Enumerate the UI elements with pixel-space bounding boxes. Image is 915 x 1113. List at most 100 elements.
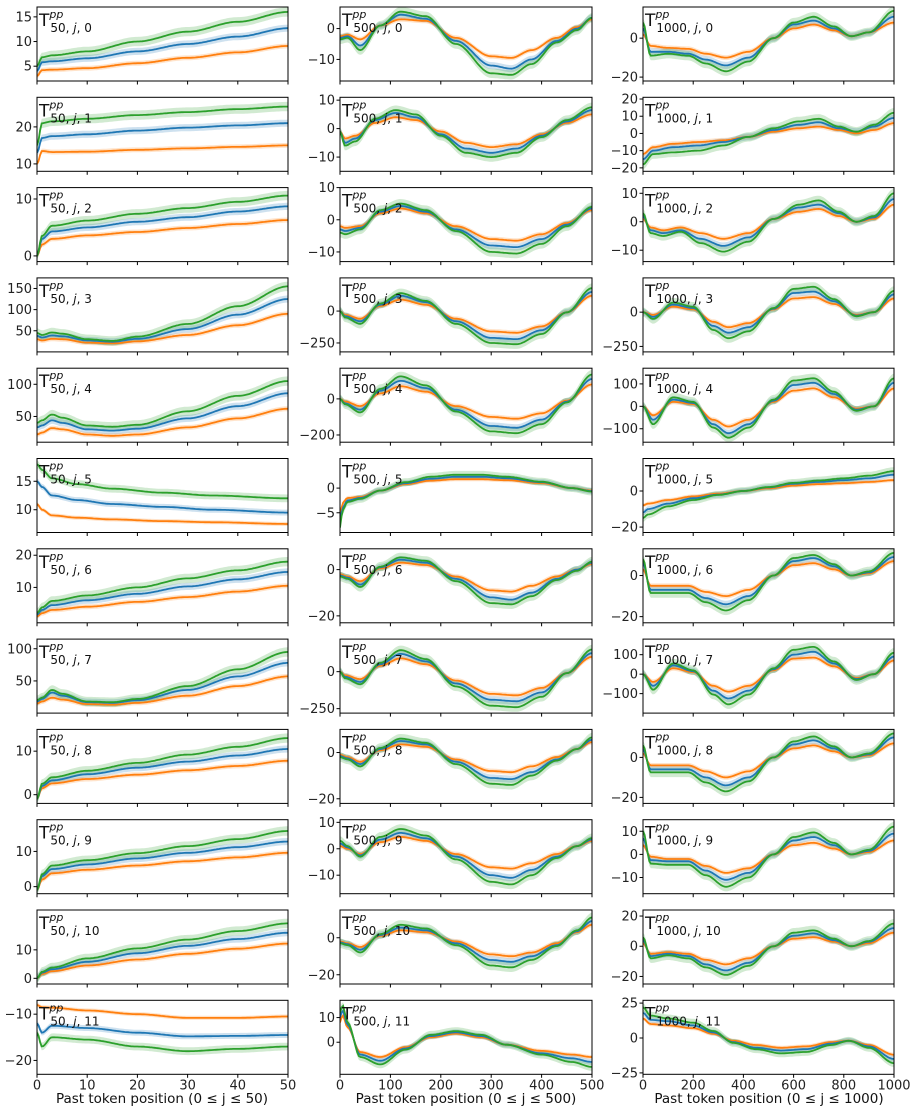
y-tick-label: 10 bbox=[15, 35, 32, 50]
panel-4-0: 50 100 Tpp 50, j, 4 bbox=[7, 367, 289, 446]
plot-area bbox=[340, 1002, 592, 1071]
series-band bbox=[37, 929, 288, 982]
series-line bbox=[643, 10, 894, 73]
series-band bbox=[340, 552, 592, 609]
plot-area bbox=[643, 467, 894, 522]
panel-7-1: −250 0 Tpp 500, j, 7 bbox=[299, 638, 593, 717]
panel-8-0: 0 10 Tpp 50, j, 8 bbox=[15, 728, 289, 807]
axes-frame bbox=[642, 999, 895, 1075]
y-tick-label: 0 bbox=[630, 400, 638, 415]
plot-area bbox=[340, 7, 592, 80]
y-tick-label: −10 bbox=[611, 871, 638, 886]
y-tick-label: 15 bbox=[15, 10, 32, 25]
panel-title: Tpp 500, j, 10 bbox=[341, 911, 410, 938]
plot-area bbox=[340, 199, 592, 259]
axes-frame bbox=[36, 96, 289, 172]
series-line bbox=[340, 383, 592, 420]
series-line bbox=[340, 10, 592, 76]
panel-0-2: −20 0 Tpp 1000, j, 0 bbox=[611, 6, 895, 86]
plot-area bbox=[643, 822, 894, 892]
series-band bbox=[340, 829, 592, 882]
axes-frame bbox=[642, 96, 895, 172]
y-tick-label: 0 bbox=[327, 931, 335, 946]
plot-area bbox=[340, 644, 592, 712]
y-tick-label: −25 bbox=[611, 1066, 638, 1081]
panel-title: Tpp 1000, j, 1 bbox=[644, 98, 713, 125]
series-line bbox=[340, 473, 592, 528]
y-tick-label: −250 bbox=[299, 702, 335, 717]
series-band bbox=[340, 834, 592, 871]
x-tick-label: 200 bbox=[681, 1078, 706, 1093]
series-line bbox=[37, 1022, 288, 1038]
panel-title: Tpp 50, j, 3 bbox=[38, 279, 92, 306]
axes-frame bbox=[339, 728, 593, 804]
series-line bbox=[37, 759, 288, 800]
axes-frame bbox=[642, 458, 895, 533]
panel-title: Tpp 50, j, 7 bbox=[38, 640, 92, 667]
y-tick-label: −20 bbox=[611, 71, 638, 86]
panel-title: Tpp 500, j, 1 bbox=[341, 98, 403, 125]
series-band bbox=[37, 659, 288, 707]
series-line bbox=[643, 1006, 894, 1064]
series-line bbox=[340, 294, 592, 334]
x-tick-label: 500 bbox=[580, 1078, 605, 1093]
axes-frame bbox=[339, 548, 593, 624]
y-tick-label: 0 bbox=[327, 213, 335, 228]
y-tick-label: 0 bbox=[327, 22, 335, 37]
series-line bbox=[37, 503, 288, 525]
y-tick-label: −10 bbox=[308, 53, 335, 68]
y-tick-label: −20 bbox=[308, 968, 335, 983]
series-line bbox=[37, 205, 288, 257]
panel-5-1: −5 0 Tpp 500, j, 5 bbox=[316, 458, 593, 536]
series-line bbox=[643, 192, 894, 253]
series-line bbox=[37, 560, 288, 614]
panel-5-0: 10 15 Tpp 50, j, 5 bbox=[15, 458, 289, 536]
panel-title: Tpp 50, j, 9 bbox=[38, 821, 92, 848]
series-band bbox=[37, 281, 288, 346]
panel-6-0: 10 20 Tpp 50, j, 6 bbox=[15, 548, 289, 627]
panel-1-1: −10 0 10 Tpp 500, j, 1 bbox=[308, 94, 593, 175]
panel-4-1: −200 0 Tpp 500, j, 4 bbox=[299, 367, 593, 446]
series-band bbox=[37, 1020, 288, 1040]
series-band bbox=[37, 941, 288, 981]
y-tick-label: −20 bbox=[308, 609, 335, 624]
panel-2-0: 0 10 Tpp 50, j, 2 bbox=[15, 187, 289, 266]
series-band bbox=[37, 918, 288, 983]
axes-frame bbox=[36, 909, 289, 985]
panel-title: Tpp 1000, j, 3 bbox=[644, 279, 713, 306]
plot-area bbox=[37, 101, 288, 167]
series-band bbox=[37, 389, 288, 435]
series-band bbox=[37, 745, 288, 803]
y-tick-label: 0 bbox=[630, 1031, 638, 1046]
y-tick-label: 10 bbox=[621, 825, 638, 840]
y-tick-label: 10 bbox=[15, 581, 32, 596]
y-tick-label: −20 bbox=[308, 792, 335, 807]
series-line bbox=[37, 851, 288, 891]
plot-area bbox=[340, 732, 592, 790]
y-tick-label: 0 bbox=[630, 32, 638, 47]
axes-frame bbox=[339, 367, 593, 443]
series-line bbox=[340, 656, 592, 697]
panel-title: Tpp 500, j, 8 bbox=[341, 730, 403, 757]
series-band bbox=[37, 674, 288, 708]
panel-4-2: −100 0 100 Tpp 1000, j, 4 bbox=[602, 367, 895, 446]
panel-1-2: −20 −10 0 10 20 Tpp 1000, j, 1 bbox=[611, 93, 895, 176]
plot-area bbox=[37, 376, 288, 439]
series-band bbox=[340, 824, 592, 890]
plot-area bbox=[37, 460, 288, 526]
series-line bbox=[37, 285, 288, 342]
panel-title: Tpp 500, j, 9 bbox=[341, 821, 403, 848]
series-line bbox=[643, 377, 894, 439]
series-line bbox=[37, 942, 288, 980]
panel-6-2: −20 0 Tpp 1000, j, 6 bbox=[611, 548, 895, 627]
axes-frame bbox=[642, 638, 895, 714]
y-tick-label: 0 bbox=[24, 249, 32, 264]
series-line bbox=[340, 106, 592, 159]
x-tick-label: 400 bbox=[731, 1078, 756, 1093]
y-tick-label: 0 bbox=[327, 482, 335, 497]
y-tick-label: 10 bbox=[15, 503, 32, 518]
y-tick-label: 100 bbox=[613, 648, 638, 663]
plot-area bbox=[643, 282, 894, 343]
x-tick-label: 50 bbox=[280, 1078, 297, 1093]
panel-title: Tpp 500, j, 6 bbox=[341, 550, 403, 577]
